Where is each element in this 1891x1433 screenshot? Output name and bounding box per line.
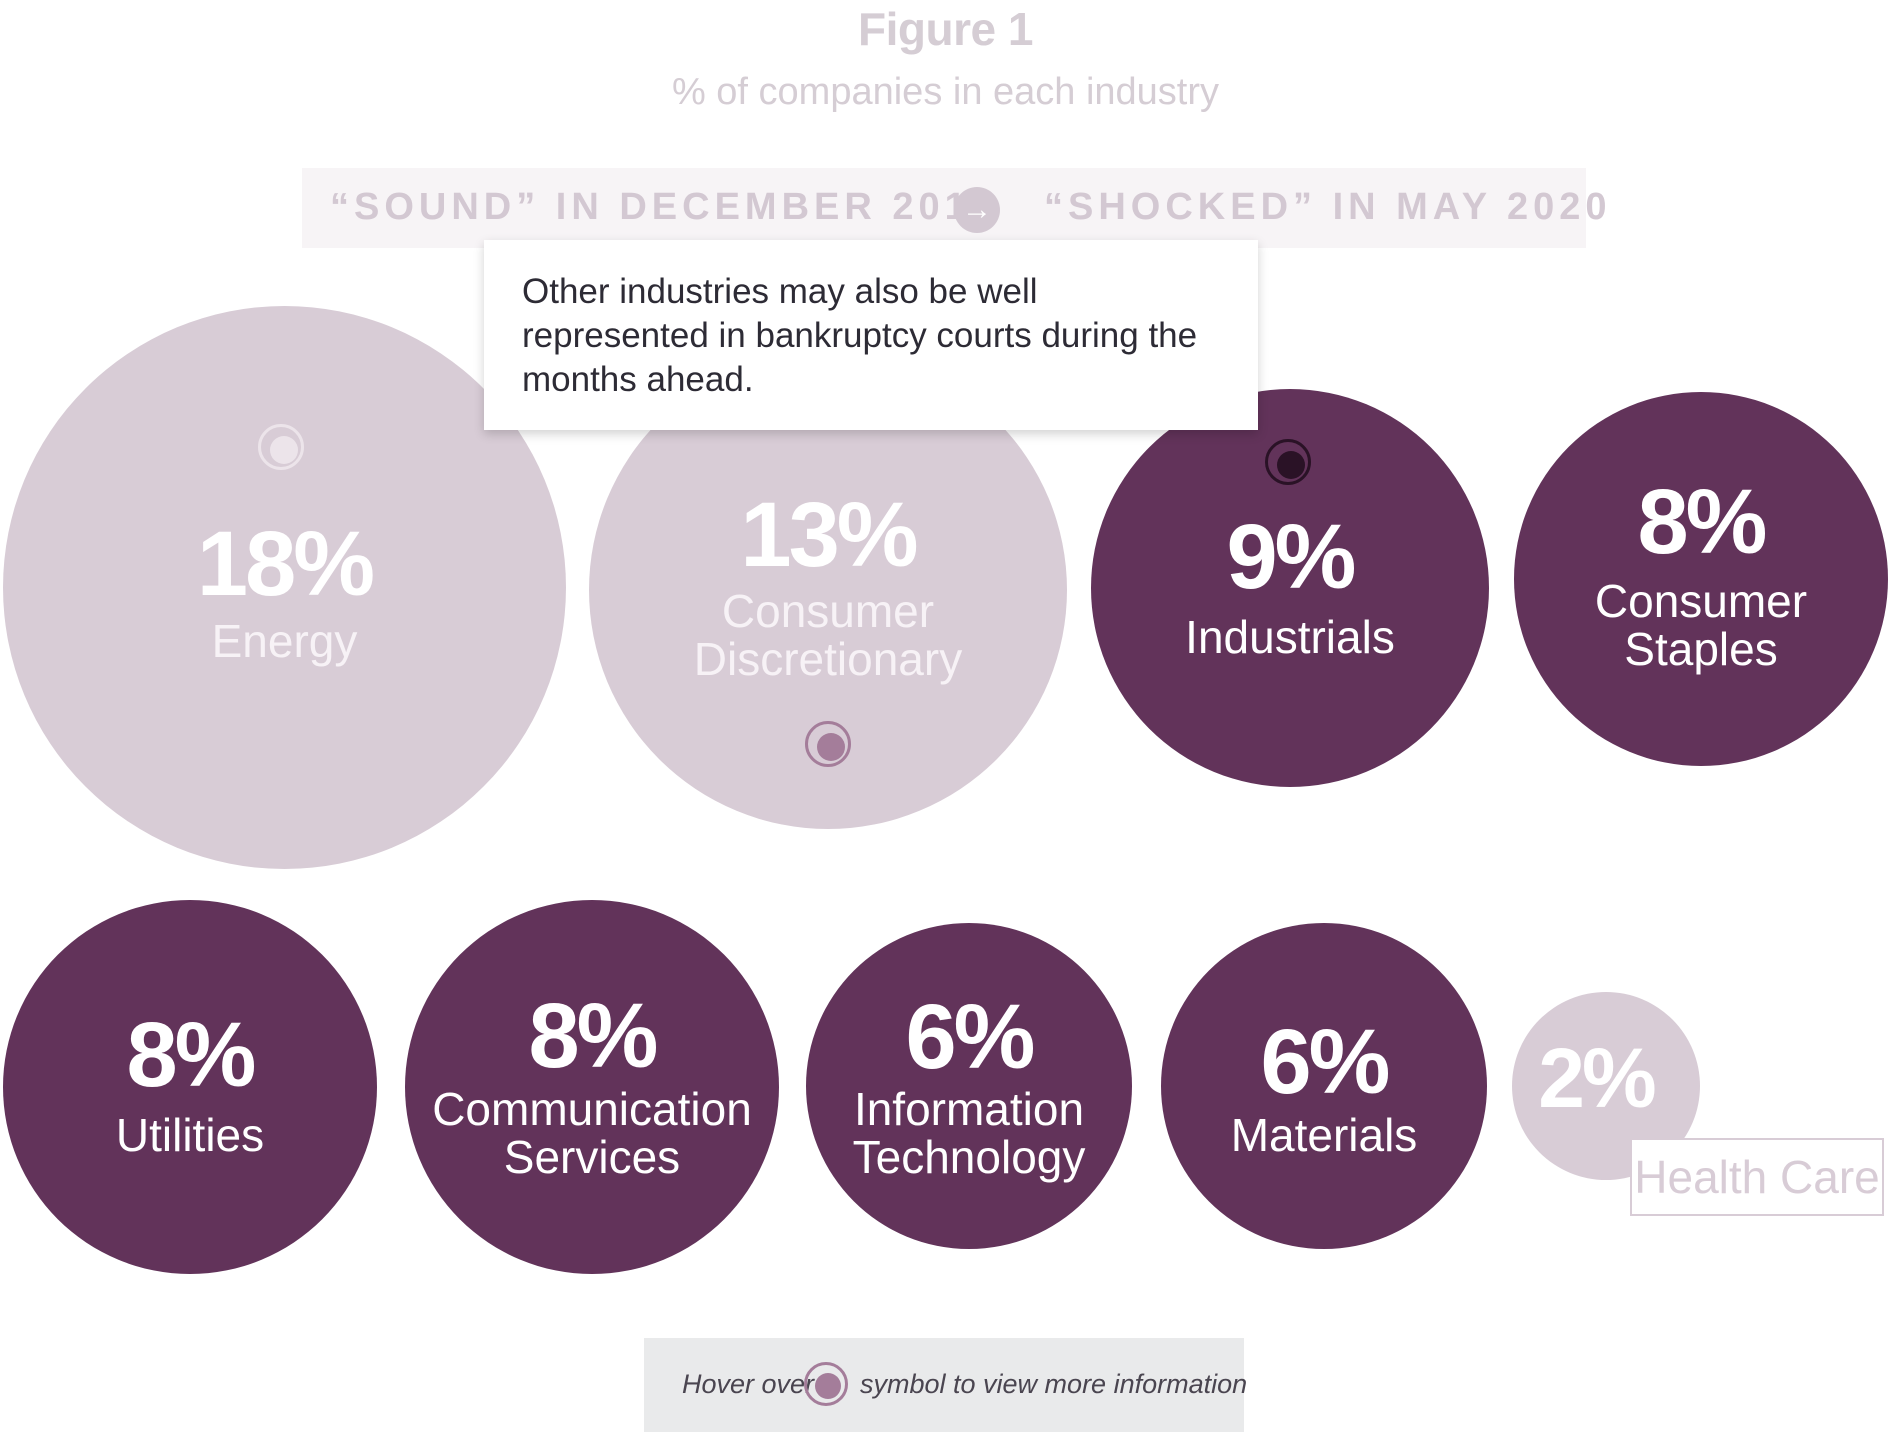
hotspot-icon[interactable] [1265, 439, 1311, 485]
legend-prefix: Hover over [682, 1369, 815, 1399]
bubble-label-line1: Consumer [721, 585, 935, 637]
bubble-materials: 6% Materials [1161, 923, 1487, 1249]
bubble-label-line1: Consumer [1594, 575, 1808, 627]
bubble-label-line2: Discretionary [693, 633, 963, 685]
bubble-consumer-discretionary: 13% Consumer Discretionary [589, 351, 1067, 829]
bubble-label-line2: Staples [1624, 623, 1778, 675]
bubble-utilities: 8% Utilities [3, 900, 377, 1274]
bubble-health-care: 2% [1512, 992, 1700, 1180]
bubble-percent: 13% [740, 484, 918, 586]
bubble-industrials: 9% Industrials [1091, 389, 1489, 787]
bubble-percent: 18% [196, 513, 375, 615]
bubble-label-line2: Services [503, 1131, 681, 1183]
info-tooltip: Other industries may also be well repres… [484, 240, 1258, 430]
toggle-shocked-label[interactable]: “SHOCKED” IN MAY 2020 [1044, 186, 1612, 228]
bubble-energy: 18% Energy [3, 306, 566, 869]
health-care-label: Health Care [1630, 1138, 1884, 1216]
bubble-percent: 2% [1538, 1031, 1656, 1125]
bubble-label: Industrials [1185, 611, 1395, 663]
bubble-label-line1: Communication [432, 1083, 752, 1135]
toggle-sound-label[interactable]: “SOUND” IN DECEMBER 2019 [330, 186, 997, 228]
bubble-communication-services: 8% Communication Services [405, 900, 779, 1274]
figure-title: Figure 1 [858, 3, 1033, 55]
bubble-consumer-staples: 8% Consumer Staples [1514, 392, 1888, 766]
bubble-information-technology: 6% Information Technology [806, 923, 1132, 1249]
hotspot-icon[interactable] [258, 424, 304, 470]
period-toggle-bar[interactable] [302, 168, 1586, 248]
bubble-percent: 8% [126, 1004, 257, 1106]
bubble-percent: 8% [528, 985, 659, 1087]
bubble-label: Energy [211, 615, 358, 667]
bubble-label: Materials [1230, 1109, 1418, 1161]
hotspot-icon[interactable] [805, 721, 851, 767]
bubble-percent: 6% [1260, 1011, 1391, 1113]
bubble-label: Utilities [115, 1109, 265, 1161]
legend-box [644, 1338, 1244, 1432]
figure-subtitle: % of companies in each industry [671, 71, 1220, 113]
hotspot-icon [804, 1362, 848, 1406]
arrow-right-icon[interactable]: → [954, 187, 1000, 233]
bubble-percent: 9% [1226, 506, 1357, 608]
bubble-percent: 6% [905, 986, 1036, 1088]
legend-suffix: symbol to view more information [860, 1369, 1248, 1399]
bubble-percent: 8% [1637, 471, 1768, 573]
bubble-label-line1: Information [853, 1083, 1085, 1135]
bubble-label-line2: Technology [852, 1131, 1086, 1183]
